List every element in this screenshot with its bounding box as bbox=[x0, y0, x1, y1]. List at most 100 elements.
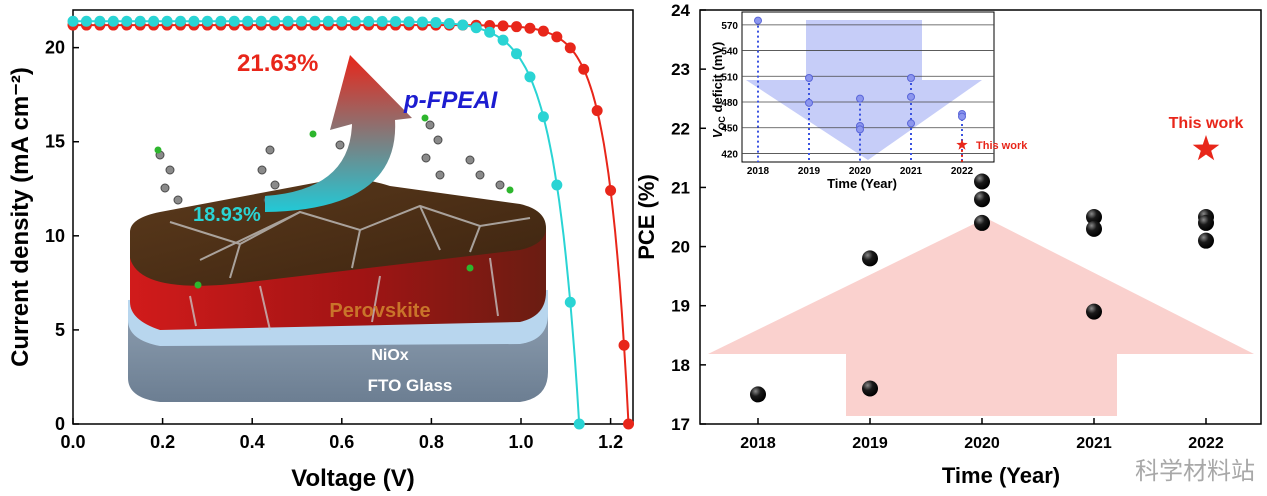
pce-label-cyan: 18.93% bbox=[193, 204, 261, 226]
perovskite-label: Perovskite bbox=[329, 300, 430, 322]
jv-point-cyan bbox=[134, 15, 146, 27]
jv-point-cyan bbox=[295, 15, 307, 27]
left-y-tick-label: 5 bbox=[55, 320, 65, 340]
this-work-label: This work bbox=[1169, 115, 1244, 132]
jv-point-red bbox=[591, 105, 603, 117]
jv-point-cyan bbox=[430, 17, 442, 29]
jv-point-cyan bbox=[564, 296, 576, 308]
inset-points: This work bbox=[754, 16, 1028, 162]
left-x-tick-label: 1.2 bbox=[598, 432, 623, 452]
jv-point-red bbox=[605, 185, 617, 197]
jv-point-cyan bbox=[484, 26, 496, 38]
jv-point-red bbox=[578, 63, 590, 75]
right-x-tick-label: 2022 bbox=[1188, 435, 1224, 452]
inset-x-axis-title: Time (Year) bbox=[827, 176, 897, 191]
left-x-tick-label: 0.2 bbox=[150, 432, 175, 452]
jv-point-cyan bbox=[376, 15, 388, 27]
left-x-tick-label: 0.0 bbox=[60, 432, 85, 452]
pce-label-red: 21.63% bbox=[237, 50, 318, 77]
left-y-axis-title: Current density (mA cm⁻²) bbox=[7, 67, 34, 367]
inset-y-tick-label: 480 bbox=[721, 98, 738, 109]
inset-x-tick-label: 2021 bbox=[900, 166, 923, 177]
jv-point-cyan bbox=[497, 34, 509, 46]
inset-point bbox=[805, 74, 813, 82]
jv-point-cyan bbox=[215, 15, 227, 27]
jv-point-cyan bbox=[228, 15, 240, 27]
jv-curve-panel: 0.0 0.2 0.4 0.6 0.8 1.0 1.2 0 5 10 15 20 Voltage (… bbox=[7, 9, 635, 492]
pce-point bbox=[1086, 303, 1102, 320]
jv-point-cyan bbox=[390, 16, 402, 28]
inset-x-tick-label: 2019 bbox=[798, 166, 821, 177]
pce-point bbox=[1198, 232, 1214, 249]
inset-y-tick-label: 570 bbox=[721, 21, 738, 32]
jv-point-cyan bbox=[349, 15, 361, 27]
right-y-tick-label: 23 bbox=[671, 60, 690, 79]
inset-y-ticks: 420 450 480 510 540 570 bbox=[721, 21, 738, 161]
right-y-tick-label: 20 bbox=[671, 238, 690, 257]
this-work-star-icon bbox=[1192, 135, 1220, 161]
right-y-tick-label: 21 bbox=[671, 178, 690, 197]
jv-point-cyan bbox=[470, 22, 482, 34]
right-x-tick-label: 2018 bbox=[740, 435, 776, 452]
jv-curves bbox=[67, 15, 635, 430]
inset-y-title-rest: deficit (mV) bbox=[710, 42, 725, 116]
jv-point-red bbox=[497, 20, 509, 32]
jv-point-red bbox=[511, 21, 523, 33]
left-y-ticks: 0 5 10 15 20 bbox=[45, 38, 79, 434]
inset-y-tick-label: 450 bbox=[721, 124, 738, 135]
right-y-axis-title: PCE (%) bbox=[634, 174, 659, 260]
left-x-tick-label: 1.0 bbox=[508, 432, 533, 452]
molecule-label: p-FPEAI bbox=[403, 87, 499, 114]
jv-point-cyan bbox=[201, 15, 213, 27]
nio-label: NiOx bbox=[371, 347, 408, 364]
right-y-tick-label: 18 bbox=[671, 356, 690, 375]
inset-this-work-star-icon bbox=[956, 138, 968, 150]
inset-x-tick-label: 2022 bbox=[951, 166, 974, 177]
jv-point-cyan bbox=[309, 15, 321, 27]
left-x-ticks: 0.0 0.2 0.4 0.6 0.8 1.0 1.2 bbox=[60, 418, 623, 452]
fluorine-atoms bbox=[154, 114, 514, 289]
pce-point bbox=[862, 380, 878, 397]
jv-point-red bbox=[618, 339, 630, 351]
watermark: 科学材料站 bbox=[1135, 457, 1255, 485]
jv-point-cyan bbox=[269, 15, 281, 27]
jv-point-red bbox=[564, 42, 576, 54]
improvement-arrow bbox=[265, 55, 412, 212]
jv-point-cyan bbox=[242, 15, 254, 27]
jv-point-cyan bbox=[336, 15, 348, 27]
inset-point bbox=[907, 119, 915, 128]
jv-point-cyan bbox=[175, 15, 187, 27]
jv-point-cyan bbox=[121, 15, 133, 27]
jv-point-cyan bbox=[188, 15, 200, 27]
inset-arrow bbox=[746, 20, 982, 160]
inset-point bbox=[754, 16, 762, 25]
jv-point-cyan bbox=[255, 15, 267, 27]
jv-point-cyan bbox=[161, 15, 173, 27]
right-y-tick-label: 24 bbox=[671, 1, 690, 20]
left-y-tick-label: 20 bbox=[45, 38, 65, 58]
inset-point bbox=[856, 125, 864, 134]
jv-point-cyan bbox=[322, 15, 334, 27]
right-y-tick-label: 22 bbox=[671, 119, 690, 138]
right-x-tick-label: 2020 bbox=[964, 435, 1000, 452]
left-x-tick-label: 0.4 bbox=[240, 432, 265, 452]
jv-point-cyan bbox=[67, 15, 79, 27]
right-x-tick-label: 2021 bbox=[1076, 435, 1112, 452]
jv-point-cyan bbox=[443, 17, 455, 29]
pce-point bbox=[1086, 220, 1102, 237]
jv-point-cyan bbox=[524, 71, 536, 83]
jv-point-cyan bbox=[551, 179, 563, 191]
left-y-tick-label: 15 bbox=[45, 132, 65, 152]
jv-point-cyan bbox=[107, 15, 119, 27]
fto-glass-label: FTO Glass bbox=[368, 376, 453, 395]
inset-y-tick-label: 510 bbox=[721, 72, 738, 83]
jv-point-cyan bbox=[282, 15, 294, 27]
perovskite-top-surface bbox=[130, 178, 546, 286]
left-plot-frame bbox=[72, 9, 634, 425]
jv-point-cyan bbox=[80, 15, 92, 27]
jv-point-cyan bbox=[94, 15, 106, 27]
pce-point bbox=[974, 214, 990, 231]
inset-point bbox=[907, 92, 915, 101]
